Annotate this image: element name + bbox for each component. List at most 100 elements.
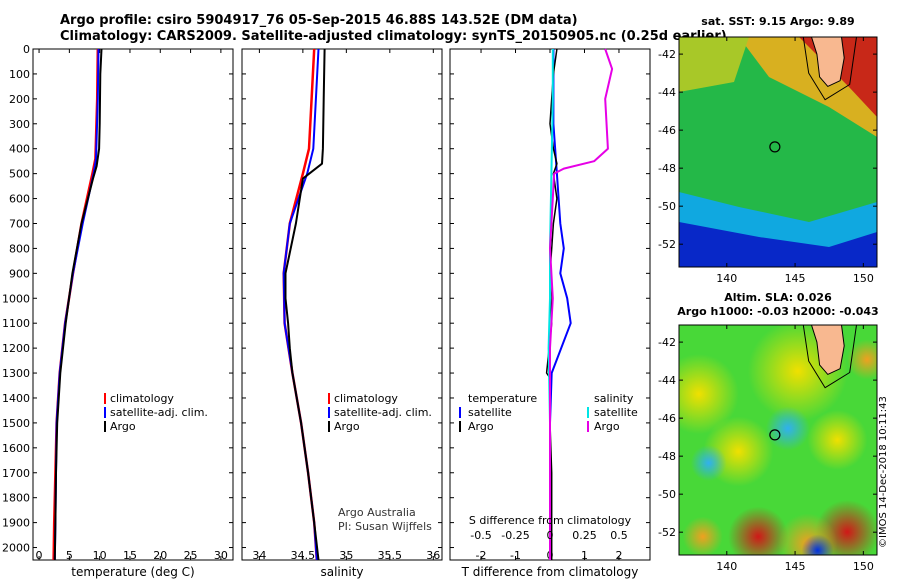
- diff-s-legend-title: salinity: [594, 392, 634, 405]
- sst-lon-label: 140: [716, 272, 737, 285]
- diff-top-xtick-label: 0.25: [572, 529, 597, 542]
- sla-lat-label: -48: [658, 450, 676, 463]
- diff-xlabel: T difference from climatology: [461, 565, 639, 579]
- diff-top-xtick-label: -0.5: [470, 529, 491, 542]
- sst-lat-label: -42: [658, 48, 676, 61]
- temp-xtick-label: 0: [36, 549, 43, 562]
- temp-xtick-label: 25: [184, 549, 198, 562]
- sal-xtick-label: 35: [339, 549, 353, 562]
- diff-line-s-argo: [549, 48, 614, 560]
- sla-map-subtitle: Argo h1000: -0.03 h2000: -0.043: [677, 305, 878, 318]
- credit-line-2: PI: Susan Wijffels: [338, 520, 432, 533]
- credit-line-1: Argo Australia: [338, 506, 416, 519]
- depth-tick-label: 200: [9, 93, 30, 106]
- temp-line-argo: [53, 48, 103, 561]
- depth-tick-label: 2000: [2, 542, 30, 555]
- sal-xtick-label: 35.5: [378, 549, 403, 562]
- sst-map-frame: [678, 36, 878, 268]
- sal-xtick-label: 36: [426, 549, 440, 562]
- depth-tick-label: 600: [9, 193, 30, 206]
- depth-tick-label: 900: [9, 267, 30, 280]
- sst-cold-band: [679, 222, 877, 267]
- diff-xtick-label: 2: [615, 549, 622, 562]
- depth-tick-label: 0: [23, 43, 30, 56]
- temp-xtick-label: 15: [123, 549, 137, 562]
- sst-lat-label: -44: [658, 86, 676, 99]
- depth-tick-label: 700: [9, 217, 30, 230]
- sla-anomaly-blob: [679, 354, 739, 434]
- temp-legend-label: Argo: [110, 420, 136, 433]
- sla-land-tasmania: [810, 325, 845, 376]
- sal-xlabel: salinity: [320, 565, 363, 579]
- sla-lon-label: 150: [853, 560, 874, 573]
- sal-line-argo: [284, 48, 326, 561]
- sla-map-field: [679, 325, 877, 555]
- depth-tick-label: 800: [9, 242, 30, 255]
- depth-tick-label: 1600: [2, 442, 30, 455]
- temp-xtick-label: 30: [214, 549, 228, 562]
- diff-xtick-label: 1: [581, 549, 588, 562]
- sst-lat-label: -52: [658, 238, 676, 251]
- depth-tick-label: 300: [9, 118, 30, 131]
- sla-lon-label: 145: [785, 560, 806, 573]
- diff-s-legend-label: satellite: [594, 406, 638, 419]
- temp-xlabel: temperature (deg C): [71, 565, 194, 579]
- sla-anomaly-blob: [682, 516, 723, 555]
- depth-tick-label: 400: [9, 143, 30, 156]
- temp-legend-label: climatology: [110, 392, 174, 405]
- diff-t-legend-label: Argo: [468, 420, 494, 433]
- sal-xtick-label: 34: [252, 549, 266, 562]
- depth-tick-label: 1900: [2, 517, 30, 530]
- diff-t-legend-title: temperature: [468, 392, 537, 405]
- sal-axes-box: [241, 48, 443, 561]
- sst-argo-marker: [769, 141, 781, 153]
- depth-tick-label: 500: [9, 168, 30, 181]
- depth-tick-label: 1200: [2, 342, 30, 355]
- depth-tick-label: 1000: [2, 292, 30, 305]
- sla-lon-label: 140: [716, 560, 737, 573]
- imos-stamp: ©IMOS 14-Dec-2018 10:11:43: [878, 396, 889, 548]
- sla-anomaly-blob: [807, 410, 868, 470]
- sla-lat-label: -44: [658, 374, 676, 387]
- sst-lat-label: -46: [658, 124, 676, 137]
- sla-map-frame: [678, 324, 878, 556]
- diff-top-xtick-label: 0.5: [610, 529, 628, 542]
- depth-tick-label: 1100: [2, 317, 30, 330]
- depth-tick-label: 100: [9, 68, 30, 81]
- sla-anomaly-blob: [801, 534, 834, 555]
- diff-top-xlabel: S difference from climatology: [469, 514, 632, 527]
- sal-legend-label: satellite-adj. clim.: [334, 406, 432, 419]
- sal-legend-label: climatology: [334, 392, 398, 405]
- sst-lat-label: -50: [658, 200, 676, 213]
- sst-land-tasmania: [810, 37, 845, 88]
- temp-axes-box: [32, 48, 234, 561]
- depth-tick-label: 1500: [2, 417, 30, 430]
- diff-t-legend-label: satellite: [468, 406, 512, 419]
- sla-lat-label: -52: [658, 526, 676, 539]
- sla-lat-label: -42: [658, 336, 676, 349]
- depth-tick-label: 1400: [2, 392, 30, 405]
- sla-map-title: Altim. SLA: 0.026: [724, 291, 832, 304]
- sla-lat-label: -46: [658, 412, 676, 425]
- diff-xtick-label: -1: [510, 549, 521, 562]
- sla-anomaly-blob: [690, 445, 727, 481]
- temp-xtick-label: 20: [153, 549, 167, 562]
- sla-anomaly-blob: [728, 506, 789, 555]
- diff-s-legend-label: Argo: [594, 420, 620, 433]
- sla-lat-label: -50: [658, 488, 676, 501]
- sla-argo-marker: [769, 429, 781, 441]
- sla-anomaly-blob: [847, 339, 877, 380]
- sst-yellow-patch: [679, 37, 749, 92]
- temp-xtick-label: 5: [66, 549, 73, 562]
- sst-hot-band: [799, 37, 877, 117]
- sst-lon-label: 145: [785, 272, 806, 285]
- depth-tick-label: 1800: [2, 492, 30, 505]
- sal-legend-label: Argo: [334, 420, 360, 433]
- sst-lat-label: -48: [658, 162, 676, 175]
- sst-lon-label: 150: [853, 272, 874, 285]
- title-line-1: Argo profile: csiro 5904917_76 05-Sep-20…: [60, 13, 578, 28]
- depth-tick-label: 1300: [2, 367, 30, 380]
- diff-top-xtick-label: 0: [547, 529, 554, 542]
- temp-legend-label: satellite-adj. clim.: [110, 406, 208, 419]
